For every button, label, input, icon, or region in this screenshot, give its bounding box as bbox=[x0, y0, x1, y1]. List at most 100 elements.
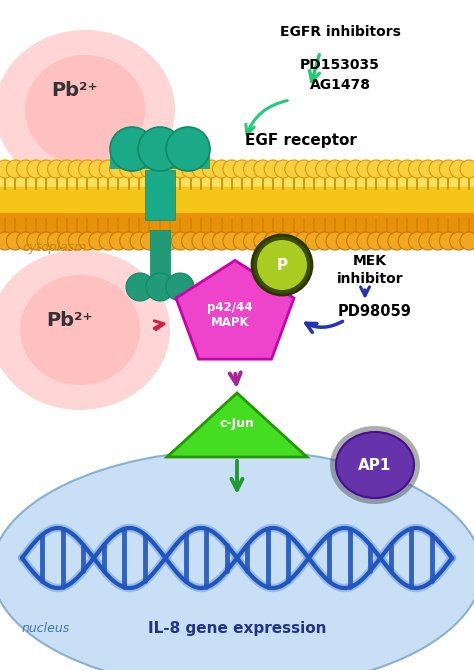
Circle shape bbox=[419, 160, 437, 178]
Circle shape bbox=[110, 127, 154, 171]
Text: c-Jun: c-Jun bbox=[219, 417, 255, 429]
FancyBboxPatch shape bbox=[150, 230, 170, 290]
Circle shape bbox=[166, 127, 210, 171]
Circle shape bbox=[336, 160, 354, 178]
Circle shape bbox=[192, 160, 210, 178]
Text: IL-8 gene expression: IL-8 gene expression bbox=[148, 620, 326, 636]
Circle shape bbox=[305, 160, 323, 178]
Circle shape bbox=[0, 160, 14, 178]
Circle shape bbox=[244, 160, 262, 178]
Circle shape bbox=[89, 232, 107, 250]
Circle shape bbox=[146, 273, 174, 301]
Circle shape bbox=[295, 232, 313, 250]
Circle shape bbox=[285, 232, 303, 250]
Circle shape bbox=[202, 232, 220, 250]
Circle shape bbox=[27, 232, 45, 250]
Text: p42/44
MAPK: p42/44 MAPK bbox=[207, 301, 253, 330]
FancyBboxPatch shape bbox=[0, 169, 474, 187]
Circle shape bbox=[409, 232, 427, 250]
Circle shape bbox=[120, 160, 138, 178]
Circle shape bbox=[89, 160, 107, 178]
Circle shape bbox=[47, 232, 65, 250]
Circle shape bbox=[182, 232, 200, 250]
Circle shape bbox=[6, 160, 24, 178]
Circle shape bbox=[0, 232, 14, 250]
Circle shape bbox=[192, 232, 210, 250]
Circle shape bbox=[68, 160, 86, 178]
Text: Pb²⁺: Pb²⁺ bbox=[52, 80, 98, 100]
Circle shape bbox=[388, 160, 406, 178]
Ellipse shape bbox=[0, 30, 175, 190]
Ellipse shape bbox=[0, 450, 474, 670]
Circle shape bbox=[130, 232, 148, 250]
Circle shape bbox=[257, 240, 307, 290]
Circle shape bbox=[346, 232, 365, 250]
Circle shape bbox=[37, 232, 55, 250]
Circle shape bbox=[109, 232, 128, 250]
Circle shape bbox=[367, 232, 385, 250]
Ellipse shape bbox=[336, 432, 414, 498]
Circle shape bbox=[336, 232, 354, 250]
Circle shape bbox=[254, 232, 272, 250]
Circle shape bbox=[285, 160, 303, 178]
Circle shape bbox=[419, 232, 437, 250]
Circle shape bbox=[161, 232, 179, 250]
Circle shape bbox=[233, 160, 251, 178]
Circle shape bbox=[99, 232, 117, 250]
Text: AP1: AP1 bbox=[358, 458, 392, 472]
Circle shape bbox=[388, 232, 406, 250]
Text: Pb²⁺: Pb²⁺ bbox=[46, 310, 93, 330]
Circle shape bbox=[151, 160, 169, 178]
Circle shape bbox=[58, 160, 76, 178]
Circle shape bbox=[346, 160, 365, 178]
Circle shape bbox=[140, 232, 158, 250]
Circle shape bbox=[140, 160, 158, 178]
Circle shape bbox=[166, 273, 194, 301]
Circle shape bbox=[17, 232, 35, 250]
Circle shape bbox=[223, 232, 241, 250]
Circle shape bbox=[212, 232, 230, 250]
Text: nucleus: nucleus bbox=[22, 622, 70, 634]
Circle shape bbox=[171, 160, 189, 178]
FancyBboxPatch shape bbox=[0, 175, 474, 235]
Circle shape bbox=[126, 273, 154, 301]
Circle shape bbox=[202, 160, 220, 178]
Text: EGFR inhibitors: EGFR inhibitors bbox=[280, 25, 401, 39]
Circle shape bbox=[264, 232, 282, 250]
Circle shape bbox=[377, 160, 395, 178]
Circle shape bbox=[27, 160, 45, 178]
Circle shape bbox=[223, 160, 241, 178]
Circle shape bbox=[274, 232, 292, 250]
Circle shape bbox=[58, 232, 76, 250]
Circle shape bbox=[79, 232, 97, 250]
Circle shape bbox=[357, 160, 375, 178]
Circle shape bbox=[161, 160, 179, 178]
Circle shape bbox=[68, 232, 86, 250]
Circle shape bbox=[439, 160, 457, 178]
Circle shape bbox=[367, 160, 385, 178]
FancyBboxPatch shape bbox=[145, 170, 175, 220]
Text: MEK
inhibitor: MEK inhibitor bbox=[337, 254, 403, 286]
Text: cytoplasm: cytoplasm bbox=[22, 241, 86, 255]
Circle shape bbox=[460, 160, 474, 178]
Circle shape bbox=[450, 160, 468, 178]
Circle shape bbox=[182, 160, 200, 178]
Ellipse shape bbox=[0, 250, 170, 410]
Circle shape bbox=[377, 232, 395, 250]
Circle shape bbox=[254, 160, 272, 178]
Circle shape bbox=[460, 232, 474, 250]
Circle shape bbox=[295, 160, 313, 178]
Text: AG1478: AG1478 bbox=[310, 78, 371, 92]
Circle shape bbox=[37, 160, 55, 178]
Circle shape bbox=[326, 160, 344, 178]
Circle shape bbox=[398, 232, 416, 250]
Circle shape bbox=[450, 232, 468, 250]
Circle shape bbox=[429, 232, 447, 250]
Text: EGF receptor: EGF receptor bbox=[245, 133, 357, 147]
Circle shape bbox=[47, 160, 65, 178]
Circle shape bbox=[79, 160, 97, 178]
Circle shape bbox=[439, 232, 457, 250]
Circle shape bbox=[252, 235, 312, 295]
Circle shape bbox=[212, 160, 230, 178]
Circle shape bbox=[244, 232, 262, 250]
